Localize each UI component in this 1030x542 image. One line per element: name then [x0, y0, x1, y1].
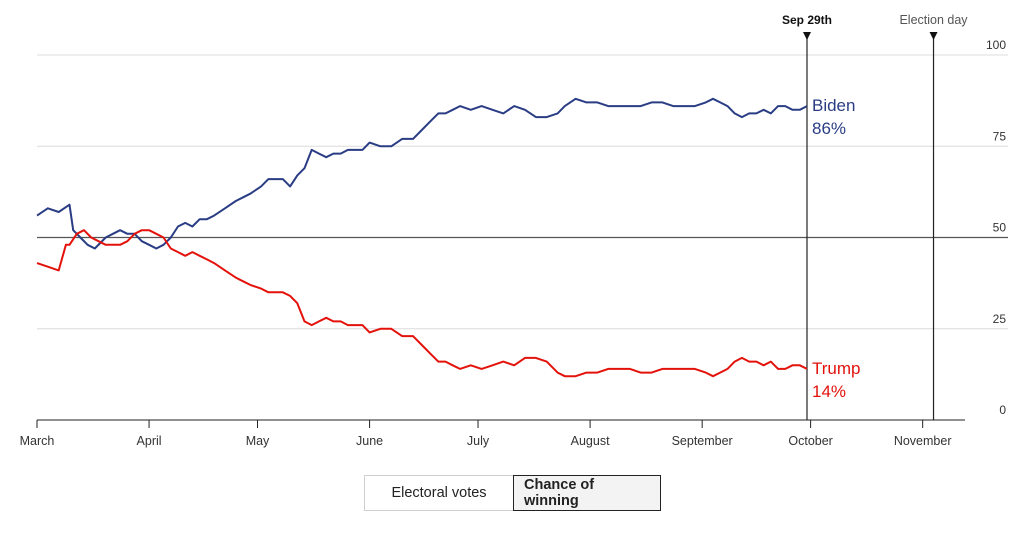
gridlines: [37, 54, 1008, 330]
y-tick-label-100: 100: [986, 38, 1006, 52]
x-tick-label-may: May: [246, 434, 270, 448]
series-line-biden: [36, 97, 808, 250]
series-name-label-biden: Biden: [812, 96, 855, 115]
series-value-label-trump: 14%: [812, 382, 846, 401]
x-tick-label-october: October: [788, 434, 832, 448]
series-end-labels: Biden 86% Trump 14%: [812, 96, 861, 401]
series-line-trump: [36, 229, 808, 378]
series-lines: [36, 97, 808, 378]
y-tick-label-25: 25: [993, 312, 1007, 326]
x-tick-label-july: July: [467, 434, 490, 448]
marker-arrow-0: [802, 32, 811, 40]
y-tick-label-75: 75: [993, 129, 1007, 143]
series-name-label-trump: Trump: [812, 359, 861, 378]
marker-label-0: Sep 29th: [782, 13, 832, 27]
x-tick-label-june: June: [356, 434, 383, 448]
date-markers: Sep 29th Election day: [782, 13, 968, 420]
y-axis: 0 25 50 75 100: [986, 38, 1006, 417]
x-tick-label-march: March: [20, 434, 55, 448]
y-tick-label-0: 0: [999, 403, 1006, 417]
x-tick-label-september: September: [672, 434, 733, 448]
chance-of-winning-chart: Sep 29th Election day March April May June Ju…: [20, 13, 1008, 448]
x-tick-label-april: April: [137, 434, 162, 448]
series-value-label-biden: 86%: [812, 119, 846, 138]
y-tick-label-50: 50: [993, 221, 1007, 235]
marker-label-1: Election day: [899, 13, 968, 27]
marker-arrow-1: [929, 32, 938, 40]
x-axis: March April May June July August September Octo…: [20, 419, 965, 448]
x-tick-label-november: November: [894, 434, 952, 448]
x-tick-label-august: August: [571, 434, 610, 448]
view-toggle: Electoral votes Chance of winning: [364, 475, 661, 511]
electoral-votes-button[interactable]: Electoral votes: [364, 475, 514, 511]
chance-of-winning-button[interactable]: Chance of winning: [513, 475, 661, 511]
